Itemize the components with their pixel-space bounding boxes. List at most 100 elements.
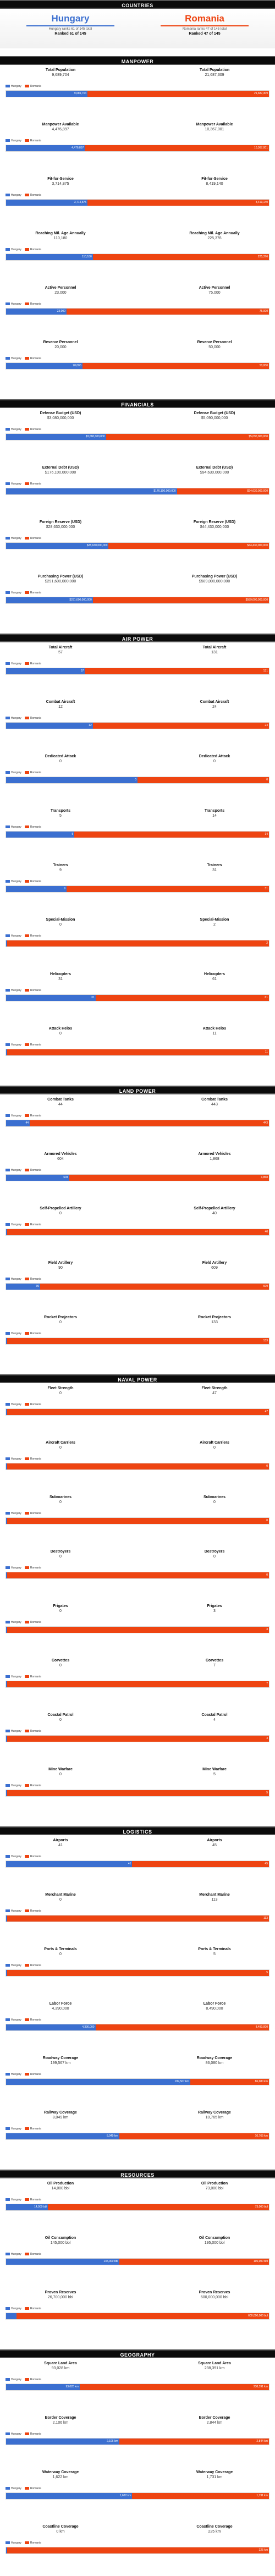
- bar-fill-left: 9,689,704: [6, 91, 88, 97]
- comparison-bar[interactable]: 44 443: [6, 1120, 270, 1127]
- comparison-bar[interactable]: $176,100,000,000 $94,630,000,000: [6, 488, 270, 495]
- comparison-bar[interactable]: 110,180 225,376: [6, 254, 270, 261]
- comparison-bar[interactable]: 8,049 km 10,765 km: [6, 2133, 270, 2140]
- comparison-bar[interactable]: 04: [6, 1735, 270, 1742]
- stat-value-right: 10,765 km: [205, 2116, 224, 2120]
- bar-fill-right: 5: [7, 1970, 269, 1976]
- legend-swatch-left: [6, 825, 10, 829]
- comparison-bar[interactable]: 90 609: [6, 1283, 270, 1290]
- stat-row: Railway Coverage 8,049 km Railway Coverage…: [6, 2111, 270, 2120]
- country-right-name[interactable]: Romania: [185, 13, 224, 24]
- comparison-bar[interactable]: 23,000 75,000: [6, 308, 270, 315]
- comparison-bar[interactable]: 4,476,897 10,367,001: [6, 145, 270, 152]
- stat-label-right: Reaching Mil. Age Annually: [189, 232, 240, 235]
- stat-row: Reaching Mil. Age Annually 110,180 Reachin…: [6, 232, 270, 240]
- comparison-bar[interactable]: 0133: [6, 1337, 270, 1345]
- legend-label-right: Romania: [30, 1457, 41, 1461]
- comparison-bar[interactable]: 5 14: [6, 831, 270, 838]
- legend: Hungary Romania: [6, 302, 270, 306]
- comparison-bar[interactable]: 4,390,000 8,490,000: [6, 2024, 270, 2031]
- comparison-bar[interactable]: 00: [6, 1463, 270, 1470]
- stat-row: Merchant Marine 0 Merchant Marine 113: [6, 1893, 270, 1902]
- comparison-bar[interactable]: 9 31: [6, 885, 270, 893]
- stat-right: Active Personnel 75,000: [160, 286, 270, 295]
- legend-label-right: Romania: [30, 1169, 41, 1172]
- comparison-bar[interactable]: 05: [6, 1790, 270, 1797]
- comparison-bar[interactable]: 93,028 km 238,391 km: [6, 2384, 270, 2391]
- comparison-bar[interactable]: 02: [6, 940, 270, 947]
- comparison-bar[interactable]: 040: [6, 1229, 270, 1236]
- comparison-bar[interactable]: 03: [6, 1626, 270, 1633]
- country-left[interactable]: Hungary Hungary ranks 61 of 145 total Ra…: [15, 13, 125, 48]
- comparison-bar[interactable]: $28,630,000,000 $44,430,000,000: [6, 542, 270, 549]
- comparison-bar[interactable]: 00: [6, 1572, 270, 1579]
- comparison-bar[interactable]: $3,080,000,000 $5,090,000,000: [6, 433, 270, 441]
- comparison-bar[interactable]: 199,567 km 86,080 km: [6, 2078, 270, 2085]
- stat-label-right: Merchant Marine: [199, 1893, 230, 1897]
- stat-value-left: 12: [58, 705, 63, 709]
- stat-value-right: 50,000: [208, 345, 221, 349]
- legend: Hungary Romania: [6, 1730, 270, 1733]
- legend-swatch-left: [6, 2073, 10, 2076]
- section-header: MANPOWER: [0, 56, 275, 65]
- comparison-bar[interactable]: 145,000 bbl 195,000 bbl: [6, 2258, 270, 2265]
- stat-block: Manpower Available 4,476,897 Manpower Avai…: [0, 119, 275, 174]
- comparison-bar[interactable]: 07: [6, 1681, 270, 1688]
- legend-item-right: Romania: [24, 482, 41, 486]
- comparison-bar[interactable]: 604 1,868: [6, 1174, 270, 1181]
- legend-item-left: Hungary: [6, 2541, 21, 2545]
- comparison-bar[interactable]: 41 45: [6, 1861, 270, 1868]
- legend-label-right: Romania: [30, 1403, 41, 1406]
- stat-value-right: 4: [213, 1718, 216, 1722]
- stat-value-left: 110,180: [53, 236, 68, 240]
- section-gap: [0, 1078, 275, 1086]
- stat-right: Self-Propelled Artillery 40: [160, 1207, 270, 1215]
- comparison-bar[interactable]: 31 61: [6, 994, 270, 1001]
- comparison-bar[interactable]: 14,000 bbl 73,000 bbl: [6, 2204, 270, 2211]
- legend-label-right: Romania: [30, 989, 41, 992]
- legend-item-right: Romania: [24, 2307, 41, 2310]
- comparison-bar[interactable]: 011: [6, 1049, 270, 1056]
- stat-row: Defense Budget (USD) $3,080,000,000 Defens…: [6, 411, 270, 420]
- bar-fill-right: 1,868: [69, 1175, 269, 1181]
- stat-value-right: 14: [212, 814, 217, 818]
- comparison-bar[interactable]: 05: [6, 1969, 270, 1977]
- bar-fill-right: 7: [7, 1681, 269, 1687]
- comparison-bar[interactable]: 3,714,875 8,419,140: [6, 199, 270, 206]
- comparison-bar[interactable]: 047: [6, 1408, 270, 1416]
- stat-left: Manpower Available 4,476,897: [6, 123, 116, 131]
- comparison-bar[interactable]: 12 24: [6, 722, 270, 729]
- comparison-bar[interactable]: 57 131: [6, 668, 270, 675]
- stat-row: Square Land Area 93,028 km Square Land Are…: [6, 2362, 270, 2370]
- legend-item-right: Romania: [24, 1621, 41, 1624]
- stat-value-left: 0: [59, 1773, 62, 1776]
- comparison-bar[interactable]: 00: [6, 1517, 270, 1524]
- comparison-bar[interactable]: 26,700,000 bbl600,000,000 bbl: [6, 2313, 270, 2320]
- comparison-bar[interactable]: 20,000 50,000: [6, 362, 270, 370]
- bar-fill-right: 4: [7, 1736, 269, 1742]
- comparison-bar[interactable]: 0113: [6, 1915, 270, 1922]
- stat-left: Foreign Reserve (USD) $28,630,000,000: [6, 520, 116, 529]
- country-right[interactable]: Romania Romania ranks 47 of 145 total Ra…: [150, 13, 260, 48]
- legend-item-right: Romania: [24, 717, 41, 720]
- comparison-bar[interactable]: 0 km225 km: [6, 2547, 270, 2554]
- comparison-bar[interactable]: 9,689,704 21,687,309: [6, 90, 270, 97]
- legend: Hungary Romania: [6, 2127, 270, 2131]
- comparison-bar[interactable]: 1,622 km 1,731 km: [6, 2492, 270, 2500]
- legend-label-right: Romania: [30, 85, 41, 88]
- stat-label-right: Active Personnel: [199, 286, 230, 290]
- stat-right: Rocket Projectors 133: [160, 1315, 270, 1324]
- stat-label-right: Corvettes: [205, 1659, 224, 1663]
- bar-fill-left: $176,100,000,000: [6, 488, 177, 494]
- stat-value-right: 73,000 bbl: [205, 2187, 224, 2190]
- country-left-name[interactable]: Hungary: [51, 13, 90, 24]
- stat-left: Active Personnel 23,000: [6, 286, 116, 295]
- stat-value-right: 11: [212, 1032, 217, 1036]
- legend-swatch-right: [24, 302, 29, 306]
- legend-item-left: Hungary: [6, 2487, 21, 2490]
- comparison-bar[interactable]: $291,600,000,000 $589,000,000,000: [6, 597, 270, 604]
- stat-value-right: 5: [213, 1952, 216, 1956]
- bar-fill-right: 86,080 km: [190, 2079, 269, 2085]
- comparison-bar[interactable]: 2,106 km 2,844 km: [6, 2438, 270, 2445]
